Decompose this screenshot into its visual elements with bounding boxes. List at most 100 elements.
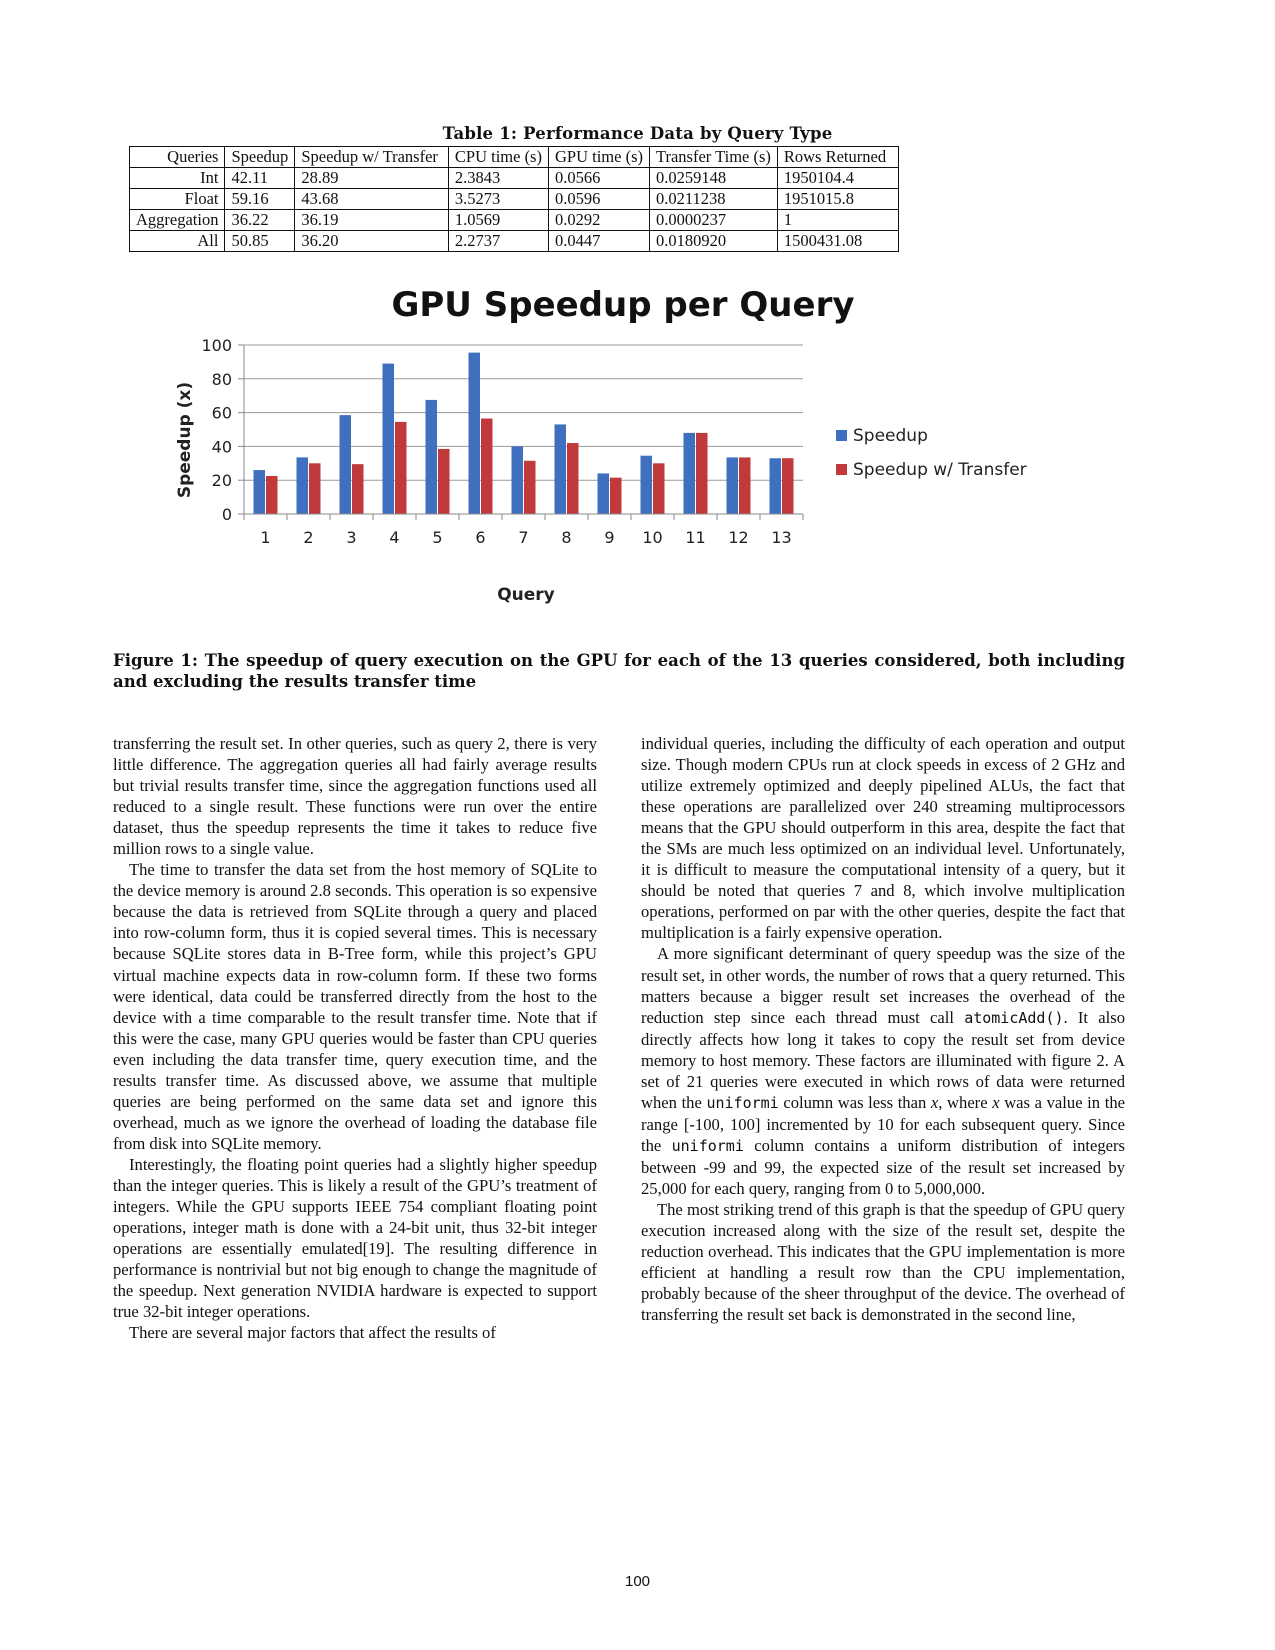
chart-y-tick-labels: 0 20 40 60 80 100 [201, 336, 232, 524]
x-tick-label: 12 [728, 528, 748, 547]
table-cell: 0.0566 [547, 167, 650, 189]
bar-speedup-with-transfer [782, 458, 794, 514]
x-axis-label: Query [497, 585, 555, 605]
text-span: A more significant determinant of query … [641, 944, 1125, 1027]
table-cell: 0.0292 [547, 209, 650, 231]
text-span: . It also directly affects how long it t… [641, 1007, 1126, 1112]
bar-speedup [511, 446, 523, 514]
table-header-cell: Speedup w/ Transfer [294, 146, 449, 168]
table-cell: 50.85 [224, 230, 296, 252]
bar-speedup-with-transfer [438, 448, 450, 514]
x-tick-label: 6 [475, 528, 485, 547]
table-header-row: Queries Speedup Speedup w/ Transfer CPU … [128, 146, 900, 168]
x-tick-label: 8 [561, 528, 571, 547]
y-tick-label: 40 [212, 437, 232, 456]
table-cell: All [128, 230, 226, 252]
table-cell: 2.3843 [447, 167, 549, 189]
table-cell: 36.19 [294, 209, 449, 231]
bar-speedup [640, 455, 652, 514]
x-tick-label: 11 [685, 528, 705, 547]
bar-speedup-with-transfer [696, 432, 708, 514]
text-span: column was less than [778, 1092, 931, 1112]
x-tick-label: 3 [346, 528, 356, 547]
table-cell: 2.2737 [447, 230, 549, 252]
bar-speedup-with-transfer [653, 463, 665, 514]
x-tick-label: 4 [389, 528, 399, 547]
performance-table: Queries Speedup Speedup w/ Transfer CPU … [128, 146, 900, 252]
table-cell: 36.22 [224, 209, 296, 231]
chart-x-tick-labels: 1 2 3 4 5 6 7 8 9 10 11 12 13 [260, 528, 791, 547]
table-header-cell: Queries [128, 146, 226, 168]
table-cell: 0.0211238 [648, 188, 778, 210]
chart-bars [253, 352, 794, 514]
table-header-cell: Rows Returned [776, 146, 900, 168]
table-caption: Table 1: Performance Data by Query Type [442, 124, 833, 143]
x-tick-label: 10 [642, 528, 662, 547]
table-cell: 42.11 [224, 167, 296, 189]
text-span: column contains a uniform distribution o… [641, 1135, 1126, 1198]
bar-speedup [382, 363, 394, 514]
bar-speedup [339, 415, 351, 514]
table-cell: 28.89 [294, 167, 449, 189]
paragraph: Interestingly, the floating point querie… [113, 1154, 597, 1322]
legend-label: Speedup [853, 426, 928, 446]
bar-speedup [597, 473, 609, 514]
table-header-cell: GPU time (s) [547, 146, 650, 168]
chart-gridlines [244, 344, 803, 481]
paragraph: transferring the result set. In other qu… [113, 734, 597, 859]
table-cell: 0.0180920 [648, 230, 778, 252]
bar-speedup-with-transfer [610, 477, 622, 514]
paragraph: The time to transfer the data set from t… [113, 860, 597, 1153]
bar-speedup-with-transfer [352, 464, 364, 514]
table-row: Float 59.16 43.68 3.5273 0.0596 0.021123… [128, 188, 900, 210]
legend-swatch [836, 430, 847, 441]
bar-speedup [726, 457, 738, 514]
table-cell: 0.0259148 [648, 167, 778, 189]
right-column: individual queries, including the diffic… [641, 733, 1125, 1325]
chart-legend: Speedup Speedup w/ Transfer [836, 426, 1027, 480]
legend-label: Speedup w/ Transfer [853, 460, 1027, 480]
paragraph: A more significant determinant of query … [641, 943, 1125, 1199]
table-cell: 0.0447 [547, 230, 650, 252]
table-cell: 36.20 [294, 230, 449, 252]
table-cell: Aggregation [128, 209, 226, 231]
paragraph: individual queries, including the diffic… [641, 734, 1125, 943]
x-tick-label: 1 [260, 528, 270, 547]
bar-speedup-with-transfer [567, 443, 579, 514]
table-cell: 1500431.08 [776, 230, 900, 252]
table-cell: 1950104.4 [776, 167, 900, 189]
bar-speedup [769, 458, 781, 514]
bar-speedup-with-transfer [739, 457, 751, 514]
bar-speedup-with-transfer [309, 463, 321, 514]
chart-title: GPU Speedup per Query [391, 290, 854, 325]
bar-speedup [554, 424, 566, 514]
y-tick-label: 80 [212, 370, 232, 389]
paragraph: There are several major factors that aff… [129, 1323, 496, 1343]
table-header-cell: Transfer Time (s) [648, 146, 778, 168]
table-cell: Float [128, 188, 226, 210]
legend-swatch [836, 464, 847, 475]
table-cell: 3.5273 [447, 188, 549, 210]
math-variable: x [930, 1092, 939, 1112]
table-row: All 50.85 36.20 2.2737 0.0447 0.0180920 … [128, 230, 900, 252]
x-tick-label: 7 [518, 528, 528, 547]
table-row: Int 42.11 28.89 2.3843 0.0566 0.0259148 … [128, 167, 900, 189]
y-tick-label: 60 [212, 404, 232, 423]
table-row: Aggregation 36.22 36.19 1.0569 0.0292 0.… [128, 209, 900, 231]
math-variable: x [992, 1092, 1000, 1112]
table-cell: 1 [776, 209, 900, 231]
bar-speedup [296, 457, 308, 514]
table-cell: 1951015.8 [776, 188, 900, 210]
table-header-cell: Speedup [224, 146, 296, 168]
table-header-cell: CPU time (s) [447, 146, 549, 168]
chart-axes [238, 344, 804, 520]
x-tick-label: 2 [303, 528, 313, 547]
table-cell: 0.0000237 [648, 209, 778, 231]
page-number: 100 [624, 1573, 651, 1590]
bar-speedup [425, 399, 437, 514]
paragraph: The most striking trend of this graph is… [641, 1200, 1125, 1325]
bar-speedup [468, 352, 480, 514]
text-span: , where [938, 1092, 993, 1112]
table-cell: 43.68 [294, 188, 449, 210]
